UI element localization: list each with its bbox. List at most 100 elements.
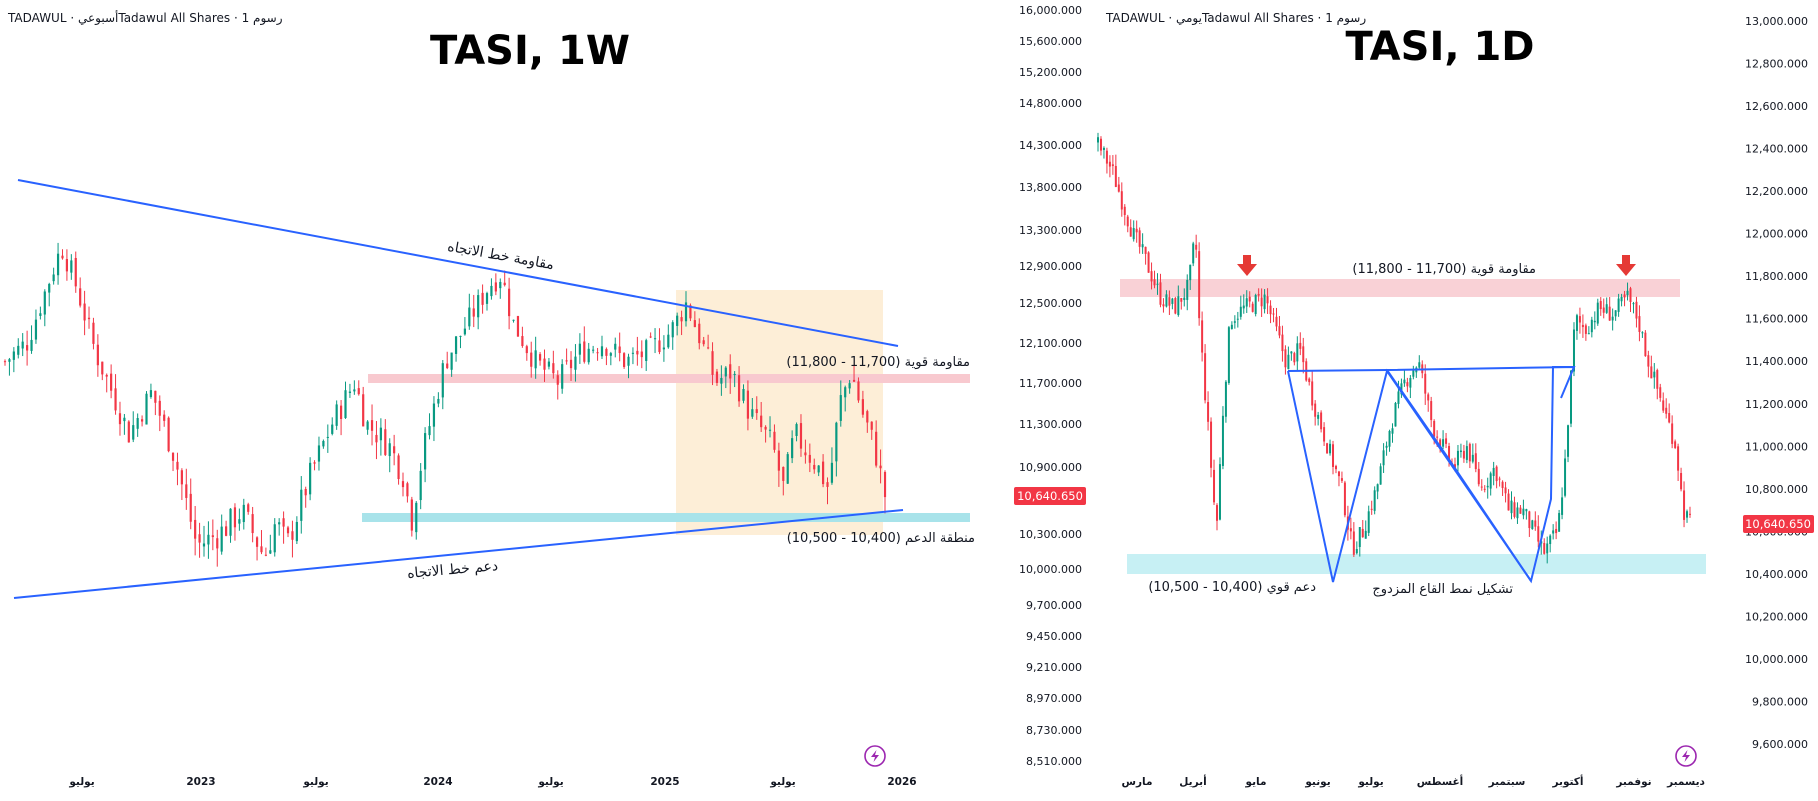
candle — [1504, 487, 1507, 494]
lightning-icon[interactable] — [1675, 745, 1697, 767]
candle — [481, 292, 484, 305]
candle — [1605, 304, 1608, 313]
candle — [322, 440, 325, 447]
candle — [1153, 279, 1156, 286]
candle — [1314, 403, 1317, 417]
candle — [760, 415, 763, 428]
candle — [671, 322, 674, 338]
candle — [1665, 407, 1668, 414]
x-tick-label: 2025 — [650, 776, 679, 788]
candle — [707, 347, 710, 349]
candle — [698, 323, 701, 344]
candle — [1409, 378, 1412, 388]
candle — [1391, 428, 1394, 434]
candle — [821, 461, 825, 485]
candle — [1442, 439, 1445, 447]
candle — [609, 353, 612, 356]
candle — [1147, 252, 1150, 273]
y-tick-label: 10,300.000 — [1019, 528, 1082, 541]
candle — [751, 409, 754, 417]
candle — [1590, 319, 1593, 333]
candle — [680, 317, 683, 322]
y-tick-label: 11,600.000 — [1745, 313, 1808, 326]
candle — [1510, 500, 1513, 514]
candle — [1674, 441, 1677, 448]
daily-candles — [1097, 132, 1691, 564]
candle — [300, 489, 303, 521]
candle — [176, 461, 179, 470]
candle — [30, 339, 33, 351]
candle — [441, 363, 444, 398]
left-x-axis: يوليو 2023 يوليو 2024 يوليو 2025 يوليو 2026 — [68, 776, 916, 788]
candle — [702, 340, 705, 345]
candle — [304, 488, 307, 496]
candle — [1549, 535, 1552, 545]
candle — [1412, 370, 1415, 377]
double-bottom-neckline — [1287, 365, 1576, 399]
candle — [1584, 325, 1587, 334]
x-tick-label: 2024 — [423, 776, 452, 788]
x-tick-label: يوليو — [68, 776, 94, 788]
candle — [645, 340, 648, 361]
candle — [596, 352, 599, 354]
candle — [1546, 543, 1549, 554]
candle — [503, 282, 506, 286]
candle — [1210, 421, 1213, 468]
candle — [658, 340, 661, 353]
candle — [375, 434, 378, 443]
candle — [640, 351, 643, 358]
candle — [1677, 446, 1680, 471]
trend-support-label: دعم خط الاتجاه — [407, 558, 499, 582]
candle — [1522, 508, 1525, 516]
candle — [1370, 508, 1373, 510]
candle — [711, 351, 714, 375]
candle — [693, 320, 696, 328]
candle — [286, 527, 290, 534]
candle — [1462, 450, 1465, 459]
candle — [1650, 366, 1653, 379]
candle — [1162, 304, 1165, 307]
candle — [786, 454, 789, 484]
y-tick-label: 9,210.000 — [1026, 661, 1082, 674]
candle — [1379, 466, 1382, 485]
candle — [530, 352, 533, 367]
candle — [1489, 473, 1492, 489]
left-price-tag: 10,640.650 — [1014, 487, 1086, 505]
x-tick-label: أكتوبر — [1551, 774, 1583, 788]
candle — [512, 319, 515, 321]
x-tick-label: يوليو — [537, 776, 563, 788]
candle — [225, 526, 228, 536]
candle — [1299, 342, 1302, 349]
candle — [1263, 294, 1266, 310]
lightning-icon[interactable] — [864, 745, 886, 767]
candle — [1480, 486, 1483, 488]
y-tick-label: 10,200.000 — [1745, 610, 1808, 623]
candle — [525, 346, 528, 354]
left-price-tag-text: 10,640.650 — [1017, 489, 1083, 503]
candle — [1424, 373, 1427, 394]
y-tick-label: 11,700.000 — [1019, 377, 1082, 390]
candle — [1349, 528, 1352, 532]
candle — [194, 519, 197, 539]
candle — [39, 313, 42, 316]
candle — [1123, 206, 1126, 216]
candle — [1129, 227, 1132, 237]
candle — [202, 543, 206, 547]
double-bottom-left-leg — [1386, 369, 1532, 582]
candle — [1433, 420, 1436, 437]
candle — [123, 417, 126, 422]
candle — [140, 419, 144, 422]
candle — [348, 391, 352, 393]
y-tick-label: 9,450.000 — [1026, 630, 1082, 643]
candle — [331, 424, 334, 434]
candle — [1218, 464, 1221, 520]
candle — [96, 344, 99, 366]
candle — [720, 377, 723, 384]
candle — [1406, 382, 1409, 387]
candle — [852, 379, 856, 382]
y-tick-label: 12,200.000 — [1745, 185, 1808, 198]
weekly-chart-panel: TADAWUL · أسبوعيTadawul All Shares · 1 ر… — [3, 4, 1086, 788]
candle — [883, 471, 887, 498]
y-tick-label: 13,800.000 — [1019, 181, 1082, 194]
candle — [428, 426, 431, 436]
